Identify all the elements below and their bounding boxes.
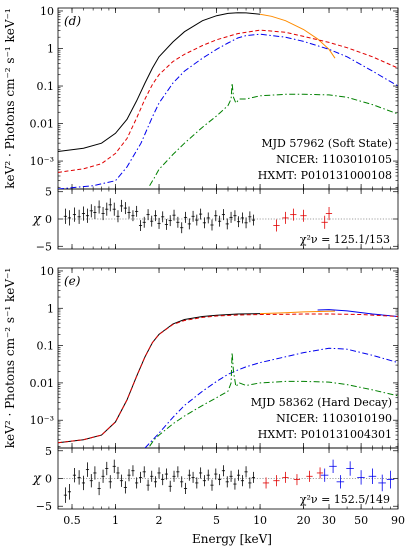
y-tick-label: 10⁻³ (30, 155, 54, 168)
chi-label: χ (32, 212, 42, 227)
model-curve-1 (260, 310, 336, 315)
annotation-line: HXMT: P010131000108 (258, 169, 392, 182)
res-y-tick-label: 5 (45, 186, 52, 199)
x-axis-label: Energy [keV] (192, 532, 272, 546)
panel-tag: (e) (64, 274, 81, 288)
model-curve-1 (260, 13, 336, 59)
y-tick-label: 1 (47, 302, 54, 315)
x-tick-label: 50 (354, 514, 368, 527)
x-tick-label: 20 (297, 514, 311, 527)
model-curve-4 (144, 347, 398, 448)
res-y-tick-label: 0 (45, 473, 52, 486)
annotation-line: MJD 57962 (Soft State) (261, 137, 392, 150)
res-y-tick-label: 5 (45, 445, 52, 458)
x-tick-label: 90 (391, 514, 405, 527)
y-axis-label: keV² · Photons cm⁻² s⁻¹ keV⁻¹ (3, 268, 17, 448)
res-y-tick-label: −5 (36, 240, 52, 253)
y-tick-label: 0.01 (30, 118, 55, 131)
y-tick-label: 0.1 (37, 340, 55, 353)
annotation-line: NICER: 1103010105 (276, 153, 392, 166)
res-y-tick-label: −5 (36, 500, 52, 513)
res-y-tick-label: 0 (45, 213, 52, 226)
model-curve-0 (58, 12, 261, 152)
model-curve-4 (149, 82, 398, 186)
y-tick-label: 10 (40, 5, 54, 18)
x-tick-label: 2 (156, 514, 163, 527)
model-curve-2 (58, 29, 398, 173)
x-tick-label: 30 (322, 514, 336, 527)
y-tick-label: 0.01 (30, 377, 55, 390)
x-tick-label: 10 (253, 514, 267, 527)
model-curve-3 (58, 313, 398, 444)
panel-tag: (d) (64, 14, 81, 28)
chi-label: χ (32, 472, 42, 487)
model-curve-5 (149, 352, 398, 447)
y-tick-label: 10⁻³ (30, 414, 54, 427)
x-tick-label: 1 (112, 514, 119, 527)
model-curve-3 (58, 33, 398, 189)
chi2-stat-label: χ²ν = 125.1/153 (300, 233, 390, 246)
y-tick-label: 1 (47, 42, 54, 55)
chi2-stat-label: χ²ν = 152.5/149 (300, 493, 390, 506)
y-tick-label: 10 (40, 265, 54, 278)
model-curve-0 (58, 313, 261, 444)
x-tick-label: 0.5 (63, 514, 81, 527)
annotation-line: MJD 58362 (Hard Decay) (251, 396, 392, 409)
y-axis-label: keV² · Photons cm⁻² s⁻¹ keV⁻¹ (3, 8, 17, 188)
model-curve-2 (317, 309, 398, 317)
annotation-line: HXMT: P010131004301 (258, 428, 392, 441)
y-tick-label: 0.1 (37, 80, 55, 93)
annotation-line: NICER: 1103010190 (276, 412, 392, 425)
x-tick-label: 5 (213, 514, 220, 527)
